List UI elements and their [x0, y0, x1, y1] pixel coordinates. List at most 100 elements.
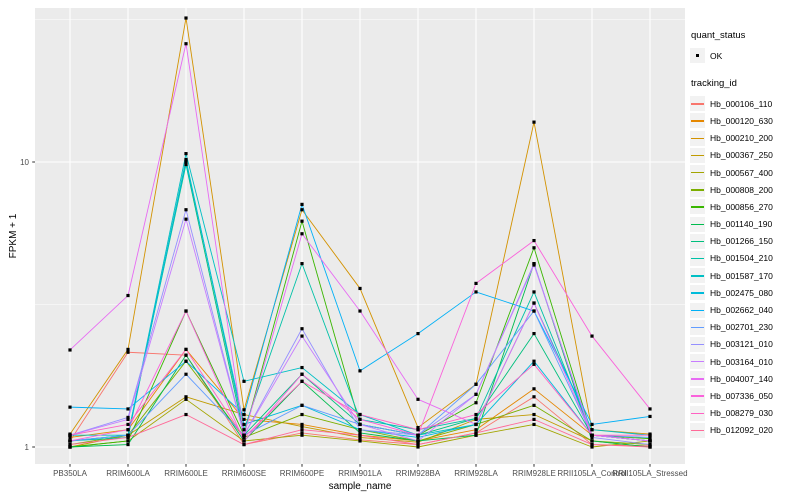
legend-item-label: Hb_007336_050: [710, 390, 773, 401]
data-point: [416, 439, 420, 443]
data-point: [300, 433, 304, 437]
legend-key-swatch: [690, 96, 705, 112]
data-point: [532, 309, 536, 313]
legend-key-line-icon: [691, 429, 704, 432]
data-point: [242, 422, 246, 427]
data-point: [300, 379, 304, 383]
data-point: [474, 281, 478, 286]
data-point: [68, 433, 72, 437]
legend-key-swatch: [690, 182, 705, 198]
legend-item-label: Hb_000367_250: [710, 150, 773, 161]
data-point: [126, 415, 130, 420]
data-point: [648, 414, 652, 419]
data-point: [416, 445, 420, 449]
data-point: [184, 412, 188, 417]
x-tick-label: RRIM600PE: [280, 469, 324, 478]
data-point: [242, 412, 246, 417]
legend-item-label: Hb_002662_040: [710, 305, 773, 316]
data-point: [184, 217, 188, 221]
data-point: [300, 412, 304, 417]
data-point: [532, 395, 536, 399]
x-tick-label: RRIM928LA: [454, 469, 498, 478]
legend-key-swatch: [690, 268, 705, 284]
legend-key-line-icon: [691, 292, 704, 294]
legend-item-label: Hb_000106_110: [710, 98, 773, 109]
data-point: [242, 417, 246, 421]
legend-key-line-icon: [691, 223, 704, 225]
legend-item-label: Hb_000120_630: [710, 115, 773, 126]
data-point: [358, 369, 362, 373]
legend-item-label: Hb_001587_170: [710, 270, 773, 281]
legend-key-swatch: [690, 113, 705, 129]
axes: 1 10 PB350LA RRIM600LA RRIM600LE RRIM600SE RRI…: [20, 158, 687, 478]
data-point: [300, 365, 304, 370]
data-point: [184, 395, 188, 399]
data-point: [184, 160, 188, 164]
x-axis-title: sample_name: [329, 481, 392, 492]
data-point: [474, 433, 478, 437]
legend-item-Hb_008279_030: Hb_008279_030: [690, 405, 800, 422]
data-point: [300, 219, 304, 223]
legend-title-quant-status: quant_status: [691, 30, 746, 41]
data-point: [300, 208, 304, 212]
data-point: [242, 433, 246, 437]
legend-key-swatch: [690, 302, 705, 318]
data-point: [358, 433, 362, 437]
legend-item-label: Hb_001266_150: [710, 236, 773, 247]
legend-key-swatch: [690, 354, 705, 370]
data-point: [184, 162, 188, 167]
data-point: [474, 431, 478, 435]
data-point: [126, 422, 130, 427]
data-point: [590, 439, 594, 443]
data-point: [68, 445, 72, 449]
data-points: [68, 16, 652, 449]
legend-key-swatch: [690, 130, 705, 146]
legend-key-swatch: [690, 371, 705, 387]
legend-item-Hb_002475_080: Hb_002475_080: [690, 284, 800, 301]
x-tick-label: RRIM600SE: [222, 469, 266, 478]
data-point: [184, 397, 188, 401]
legend-item-label: Hb_000856_270: [710, 201, 773, 212]
legend-item-Hb_004007_140: Hb_004007_140: [690, 370, 800, 387]
data-point: [590, 435, 594, 440]
legend-key-ok: [690, 48, 705, 64]
data-point: [184, 347, 188, 352]
data-point: [184, 309, 188, 313]
data-point: [68, 405, 72, 409]
legend-item-label: Hb_000210_200: [710, 133, 773, 144]
data-point: [532, 422, 536, 427]
legend-key-line-icon: [691, 120, 704, 122]
data-point: [648, 439, 652, 443]
legend-key-line-icon: [691, 257, 704, 260]
data-point: [358, 417, 362, 421]
data-point: [358, 309, 362, 313]
data-point: [184, 157, 188, 162]
data-point: [532, 362, 536, 366]
data-point: [416, 435, 420, 440]
legend-item-label: Hb_008279_030: [710, 408, 773, 419]
data-point: [648, 407, 652, 411]
data-point: [300, 232, 304, 236]
data-point: [126, 350, 130, 354]
legend-title-tracking-id: tracking_id: [691, 78, 737, 90]
data-point: [532, 359, 536, 363]
data-point: [532, 290, 536, 294]
data-point: [532, 387, 536, 391]
data-point: [126, 417, 130, 421]
data-point: [242, 428, 246, 432]
data-point: [184, 372, 188, 376]
data-point: [300, 262, 304, 266]
data-point: [416, 428, 420, 432]
data-point: [532, 263, 536, 267]
data-point: [532, 238, 536, 243]
data-point: [358, 412, 362, 417]
legend-item-Hb_012092_020: Hb_012092_020: [690, 422, 800, 439]
legend-key-swatch: [690, 336, 705, 352]
x-tick-label: RRIM928BA: [396, 469, 441, 478]
legend-key-line-icon: [691, 206, 704, 208]
legend-key-swatch: [690, 285, 705, 301]
data-point: [300, 372, 304, 376]
data-point: [184, 353, 188, 357]
legend-item-Hb_002662_040: Hb_002662_040: [690, 301, 800, 318]
